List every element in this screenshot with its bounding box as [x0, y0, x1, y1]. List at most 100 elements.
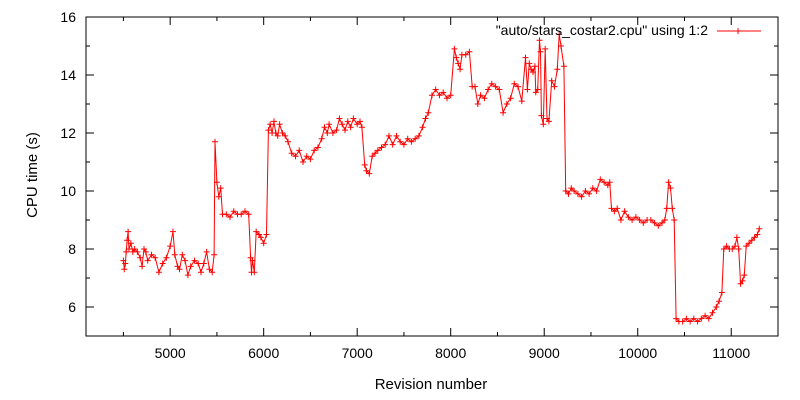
data-point — [625, 214, 632, 221]
data-point — [659, 219, 665, 226]
data-point — [629, 217, 636, 223]
data-point — [184, 272, 191, 279]
series-layer — [120, 31, 763, 325]
data-point — [137, 254, 144, 261]
data-point — [436, 92, 443, 99]
data-point — [124, 237, 131, 244]
data-point — [709, 309, 716, 316]
data-point — [756, 225, 763, 232]
data-point — [663, 205, 670, 212]
data-point — [350, 115, 357, 122]
data-point — [723, 243, 730, 250]
data-point — [288, 150, 295, 157]
data-point — [292, 153, 299, 160]
data-point — [318, 135, 325, 142]
data-point — [274, 132, 281, 139]
data-point — [485, 86, 492, 93]
y-tick-label: 16 — [60, 9, 76, 25]
y-tick-label: 14 — [60, 67, 76, 83]
data-point — [311, 147, 318, 154]
data-point — [276, 121, 283, 128]
data-point — [640, 219, 647, 226]
data-point — [372, 150, 378, 157]
y-tick-label: 12 — [60, 125, 76, 141]
data-point — [126, 246, 132, 252]
data-point — [344, 118, 351, 125]
data-point — [601, 179, 608, 186]
data-point — [586, 190, 593, 197]
data-point — [393, 132, 400, 139]
y-axis-label: CPU time (s) — [24, 132, 41, 218]
data-point — [524, 86, 531, 93]
data-point — [257, 234, 264, 241]
data-point — [617, 217, 624, 223]
data-point — [307, 156, 314, 163]
data-point — [242, 208, 248, 215]
data-point — [122, 260, 129, 267]
data-point — [342, 127, 348, 134]
data-point — [378, 144, 385, 151]
data-point — [333, 127, 340, 134]
data-point — [419, 124, 426, 131]
data-point — [142, 248, 149, 255]
data-point — [503, 101, 510, 107]
data-point — [472, 83, 478, 90]
data-point — [636, 217, 643, 223]
x-tick-label: 9000 — [529, 345, 560, 361]
data-point — [683, 315, 690, 322]
data-point — [554, 66, 561, 73]
data-point — [741, 272, 748, 279]
data-point — [182, 257, 189, 264]
series-line — [122, 34, 760, 323]
data-point — [562, 188, 569, 194]
data-point — [179, 251, 186, 258]
data-point — [713, 304, 720, 310]
data-point — [425, 109, 432, 116]
data-point — [451, 45, 458, 52]
data-point — [542, 45, 549, 52]
data-point — [382, 141, 389, 148]
data-point — [131, 246, 138, 252]
data-point — [474, 101, 481, 107]
data-point — [507, 95, 514, 102]
x-tick-label: 11000 — [712, 345, 750, 361]
data-point — [265, 127, 272, 134]
data-point — [515, 83, 521, 90]
data-point — [444, 95, 450, 102]
data-point — [457, 66, 464, 73]
data-point — [466, 48, 473, 55]
data-point — [530, 69, 536, 76]
data-point — [690, 315, 697, 322]
data-point — [285, 138, 291, 145]
data-point — [152, 254, 159, 261]
data-point — [492, 83, 499, 90]
plot-frame — [85, 16, 779, 337]
data-point — [386, 132, 392, 139]
data-point — [361, 161, 368, 168]
data-point — [733, 234, 740, 241]
data-point — [526, 60, 533, 67]
data-point — [125, 228, 132, 235]
data-point — [621, 208, 628, 215]
data-point — [123, 248, 130, 255]
legend-series-marker — [735, 28, 741, 34]
data-point — [671, 217, 678, 223]
data-point — [536, 37, 543, 44]
data-point — [611, 208, 618, 215]
data-point — [462, 51, 469, 58]
data-point — [661, 217, 668, 223]
data-point — [198, 269, 204, 276]
data-point — [667, 185, 674, 192]
x-tick-label: 6000 — [248, 345, 279, 361]
data-point — [134, 248, 141, 255]
data-point — [669, 205, 676, 212]
data-point — [743, 243, 750, 250]
data-point — [597, 176, 604, 183]
data-point — [606, 179, 613, 186]
data-point — [321, 124, 328, 131]
data-point — [227, 214, 233, 221]
data-point — [206, 266, 213, 273]
data-point — [694, 318, 701, 325]
data-point — [211, 251, 218, 258]
data-point — [195, 260, 202, 267]
